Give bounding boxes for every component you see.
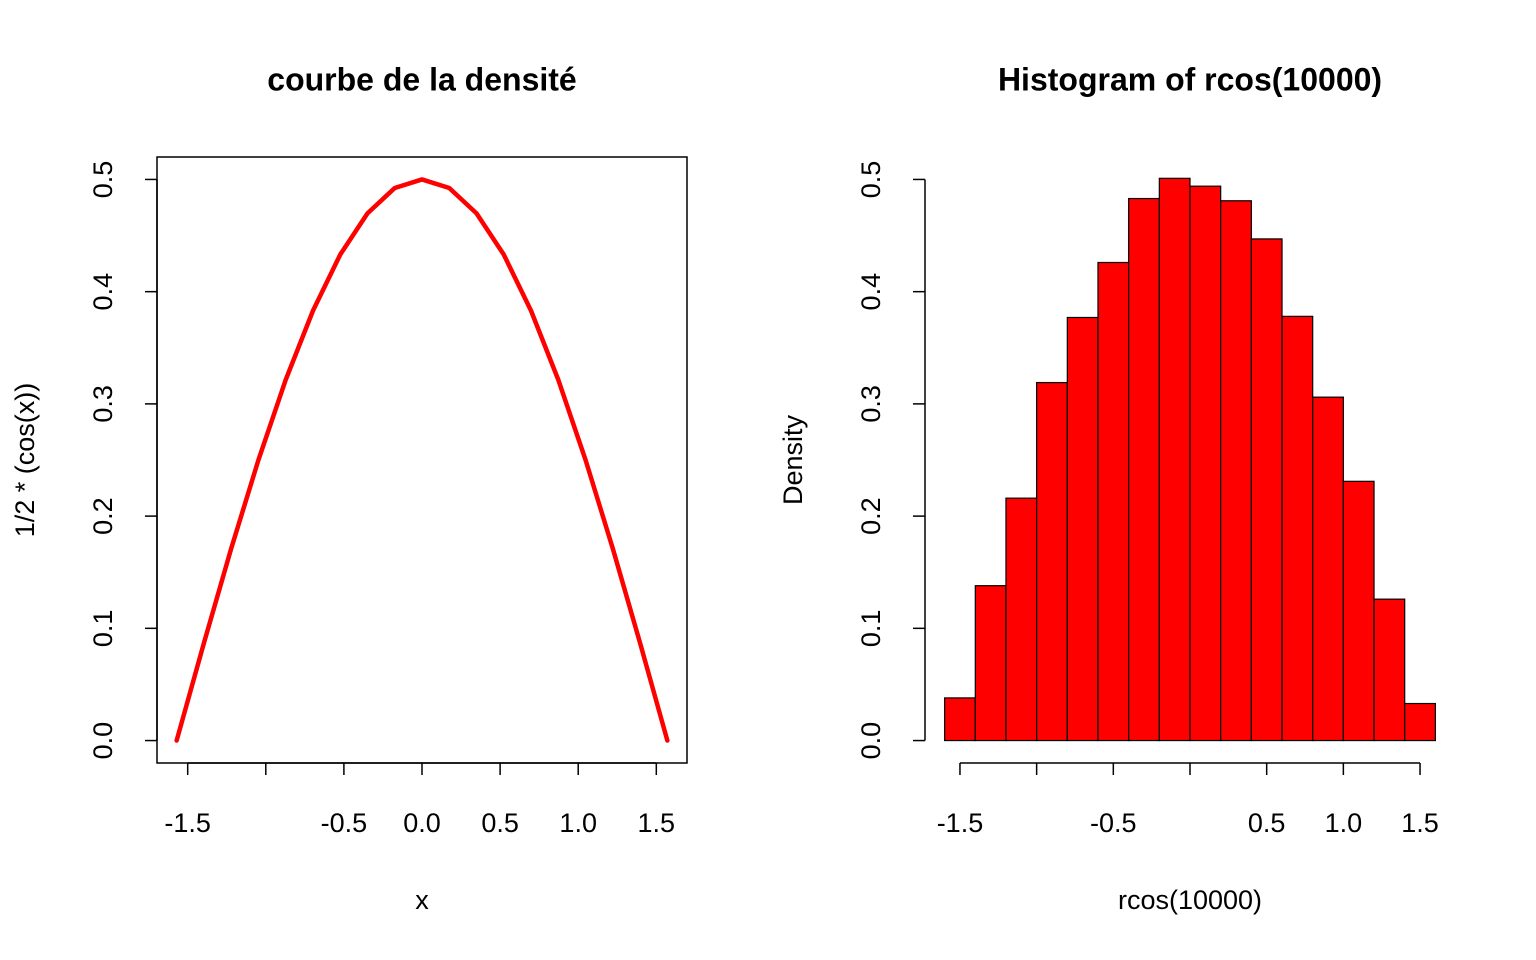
histogram-bar [1097,261,1130,742]
histogram-bar [1342,480,1375,742]
histogram-bar [1005,497,1038,742]
plot-box [156,156,688,764]
y-tick-label: 0.0 [88,722,118,760]
histogram-bar [1189,185,1222,742]
y-tick-label: 0.4 [88,273,118,311]
histogram-bar [1036,381,1068,742]
y-tick-label: 0.2 [88,497,118,535]
y-axis-title: Density [778,414,808,505]
histogram-bar [1066,316,1099,742]
y-tick-label: 0.5 [856,161,886,199]
histogram-bar [1404,702,1436,742]
chart-title: Histogram of rcos(10000) [998,61,1382,97]
x-tick-label: 0.5 [481,808,519,838]
histogram-bar [1281,315,1314,742]
histogram-bar [1158,177,1191,742]
y-tick-label: 0.2 [856,497,886,535]
chart-title: courbe de la densité [267,61,576,97]
x-tick-label: -0.5 [1090,808,1137,838]
histogram-bar [1220,200,1252,742]
x-axis-title: rcos(10000) [1118,885,1262,915]
histogram-bar [974,585,1007,742]
x-tick-label: -0.5 [321,808,368,838]
y-tick-label: 0.0 [856,722,886,760]
histogram-bar [1128,197,1160,742]
x-tick-label: -1.5 [164,808,211,838]
y-tick-label: 0.3 [856,385,886,423]
histogram-bar [1312,396,1344,742]
x-axis-title: x [415,885,429,915]
x-tick-label: 1.5 [1401,808,1439,838]
y-tick-label: 0.3 [88,385,118,423]
x-tick-label: -1.5 [937,808,984,838]
histogram-bar [944,697,976,742]
x-tick-label: 0.5 [1248,808,1286,838]
histogram-bar [1250,238,1283,742]
x-tick-label: 1.0 [1325,808,1363,838]
y-tick-label: 0.5 [88,161,118,199]
y-axis-title: 1/2 * (cos(x)) [10,383,40,538]
y-tick-label: 0.1 [88,610,118,648]
y-tick-label: 0.1 [856,610,886,648]
x-tick-label: 0.0 [403,808,441,838]
y-tick-label: 0.4 [856,273,886,311]
x-tick-label: 1.0 [559,808,597,838]
histogram-bar [1373,598,1406,742]
density-line [174,177,670,743]
x-tick-label: 1.5 [638,808,676,838]
